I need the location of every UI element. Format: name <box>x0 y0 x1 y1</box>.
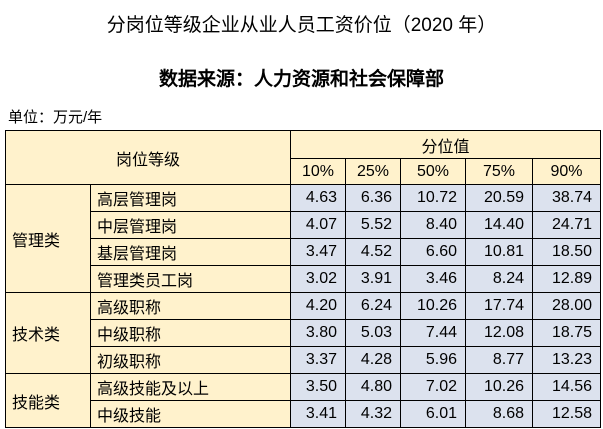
value-cell: 3.50 <box>290 373 346 401</box>
column-header: 25% <box>345 158 401 185</box>
corner-header: 岗位等级 <box>5 130 291 185</box>
value-cell: 10.72 <box>400 184 466 212</box>
value-cell: 4.20 <box>290 292 346 320</box>
value-cell: 4.63 <box>290 184 346 212</box>
value-cell: 8.40 <box>400 211 466 239</box>
column-header: 50% <box>400 158 466 185</box>
value-cell: 12.08 <box>465 319 533 347</box>
column-header: 90% <box>532 158 601 185</box>
value-cell: 8.77 <box>465 346 533 374</box>
data-row: 中级职称 3.80 5.03 7.44 12.08 18.75 <box>6 319 601 347</box>
value-cell: 6.24 <box>345 292 401 320</box>
row-label: 高级技能及以上 <box>90 373 291 401</box>
value-cell: 38.74 <box>532 184 601 212</box>
row-label: 初级职称 <box>90 346 291 374</box>
subtitle: 数据来源：人力资源和社会保障部 <box>158 69 444 90</box>
column-header: 10% <box>290 158 346 185</box>
data-row: 技能类 高级技能及以上 3.50 4.80 7.02 10.26 14.56 <box>5 373 601 428</box>
row-label: 中层管理岗 <box>90 211 291 239</box>
value-cell: 7.44 <box>400 319 466 347</box>
data-row: 技术类 高级职称 4.20 6.24 10.26 17.74 28.00 <box>5 292 601 374</box>
value-cell: 10.26 <box>465 373 533 401</box>
group-label: 技术类 <box>5 292 91 374</box>
data-row: 管理类 高层管理岗 4.63 6.36 10.72 20.59 38.74 <box>5 184 601 293</box>
row-label: 高层管理岗 <box>90 184 291 212</box>
value-cell: 12.89 <box>532 265 601 293</box>
value-cell: 8.24 <box>465 265 533 293</box>
value-cell: 18.75 <box>532 319 601 347</box>
value-cell: 4.80 <box>345 373 401 401</box>
value-cell: 12.58 <box>532 400 601 428</box>
value-cell: 6.01 <box>400 400 466 428</box>
row-label: 基层管理岗 <box>90 238 291 266</box>
row-label: 管理类员工岗 <box>90 265 291 293</box>
value-cell: 3.91 <box>345 265 401 293</box>
value-cell: 6.36 <box>345 184 401 212</box>
value-cell: 3.46 <box>400 265 466 293</box>
value-cell: 5.52 <box>345 211 401 239</box>
value-cell: 4.52 <box>345 238 401 266</box>
value-cell: 8.68 <box>465 400 533 428</box>
data-row: 基层管理岗 3.47 4.52 6.60 10.81 18.50 <box>6 238 601 266</box>
value-cell: 4.07 <box>290 211 346 239</box>
group-label: 管理类 <box>5 184 91 293</box>
value-cell: 3.41 <box>290 400 346 428</box>
value-cell: 14.56 <box>532 373 601 401</box>
value-cell: 18.50 <box>532 238 601 266</box>
row-label: 中级技能 <box>90 400 291 428</box>
data-row: 初级职称 3.37 4.28 5.96 8.77 13.23 <box>6 346 601 374</box>
title: 分岗位等级企业从业人员工资价位（2020 年） <box>106 15 497 36</box>
value-cell: 3.47 <box>290 238 346 266</box>
data-row: 管理类员工岗 3.02 3.91 3.46 8.24 12.89 <box>6 265 601 293</box>
value-cell: 5.03 <box>345 319 401 347</box>
header-row: 10% 25% 50% 75% 90% <box>6 158 601 185</box>
data-row: 中层管理岗 4.07 5.52 8.40 14.40 24.71 <box>6 211 601 239</box>
value-cell: 3.02 <box>290 265 346 293</box>
value-cell: 3.80 <box>290 319 346 347</box>
value-cell: 4.28 <box>345 346 401 374</box>
value-cell: 7.02 <box>400 373 466 401</box>
value-cell: 20.59 <box>465 184 533 212</box>
value-cell: 13.23 <box>532 346 601 374</box>
value-cell: 17.74 <box>465 292 533 320</box>
value-cell: 14.40 <box>465 211 533 239</box>
header-row: 岗位等级 分位值 <box>5 130 601 185</box>
value-cell: 4.32 <box>345 400 401 428</box>
value-cell: 10.81 <box>465 238 533 266</box>
value-cell: 6.60 <box>400 238 466 266</box>
data-row: 中级技能 3.41 4.32 6.01 8.68 12.58 <box>6 400 601 428</box>
column-header: 75% <box>465 158 533 185</box>
group-label: 技能类 <box>5 373 91 428</box>
value-cell: 5.96 <box>400 346 466 374</box>
value-cell: 28.00 <box>532 292 601 320</box>
wage-table: 岗位等级 分位值 10% 25% 50% 75% 90% 管理类 高层管理岗 4.63 6.36 10… <box>5 130 601 428</box>
unit: 单位：万元/年 <box>8 109 103 126</box>
value-cell: 3.37 <box>290 346 346 374</box>
value-cell: 24.71 <box>532 211 601 239</box>
percentile-header: 分位值 <box>290 130 601 159</box>
row-label: 高级职称 <box>90 292 291 320</box>
value-cell: 10.26 <box>400 292 466 320</box>
row-label: 中级职称 <box>90 319 291 347</box>
